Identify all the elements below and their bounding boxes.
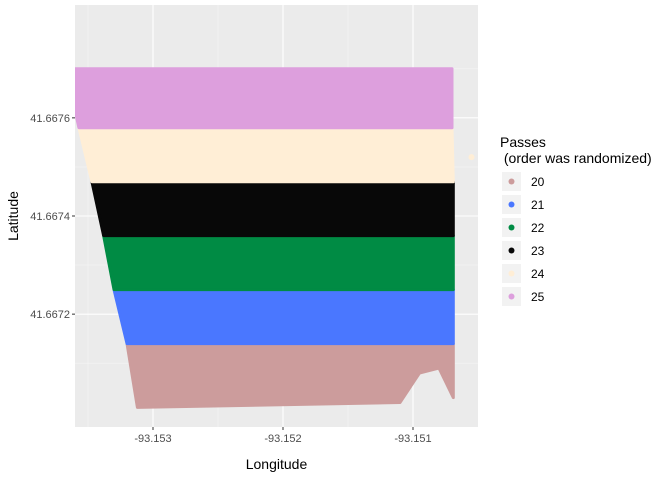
legend-items: 20 21 22 23 24 25 — [502, 172, 545, 306]
x-tick-label: -93.151 — [394, 433, 431, 445]
legend: Passes (order was randomized) 20 21 22 23 24… — [500, 134, 652, 306]
x-axis-title: Longitude — [246, 456, 308, 472]
x-axis: -93.153 -93.152 -93.151 — [134, 427, 432, 445]
legend-label-24: 24 — [531, 267, 545, 281]
legend-swatch-24 — [508, 270, 515, 277]
y-axis-title: Latitude — [5, 191, 21, 241]
legend-label-21: 21 — [531, 198, 545, 212]
legend-swatch-23 — [508, 247, 515, 254]
legend-title-line-2: (order was randomized) — [500, 150, 652, 166]
series-24-points — [77, 126, 455, 184]
y-axis: 41.6672 41.6674 41.6676 — [30, 113, 75, 321]
y-tick-label: 41.6672 — [30, 309, 70, 321]
legend-swatch-20 — [508, 178, 515, 185]
series-25-points — [75, 67, 454, 130]
series-21-points — [112, 288, 455, 346]
y-tick-label: 41.6676 — [30, 113, 70, 125]
y-tick-label: 41.6674 — [30, 211, 70, 223]
x-tick-label: -93.153 — [134, 433, 171, 445]
series-23-points — [90, 180, 455, 238]
legend-label-20: 20 — [531, 175, 545, 189]
series-20-points — [125, 342, 455, 409]
legend-swatch-22 — [508, 224, 515, 231]
series-24-point — [468, 154, 475, 161]
legend-swatch-21 — [508, 201, 515, 208]
series-22-points — [102, 234, 455, 292]
x-tick-label: -93.152 — [264, 433, 301, 445]
legend-label-22: 22 — [531, 221, 545, 235]
legend-label-25: 25 — [531, 290, 545, 304]
legend-title-line-1: Passes — [500, 134, 546, 150]
legend-label-23: 23 — [531, 244, 545, 258]
data-layer — [75, 67, 475, 409]
legend-swatch-25 — [508, 293, 515, 300]
